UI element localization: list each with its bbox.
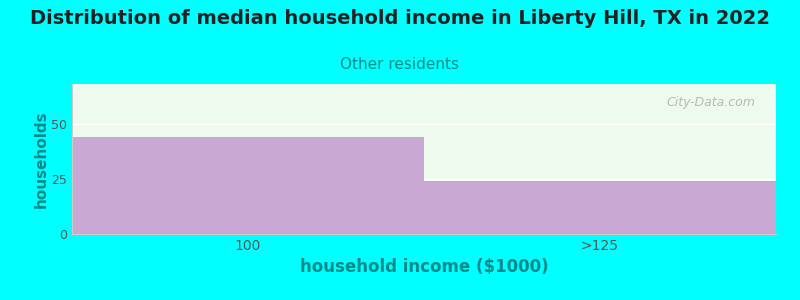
Bar xyxy=(424,181,776,234)
Bar xyxy=(72,137,424,234)
Y-axis label: households: households xyxy=(34,110,48,208)
Text: City-Data.com: City-Data.com xyxy=(666,96,755,109)
Text: Other residents: Other residents xyxy=(341,57,459,72)
Text: Distribution of median household income in Liberty Hill, TX in 2022: Distribution of median household income … xyxy=(30,9,770,28)
X-axis label: household income ($1000): household income ($1000) xyxy=(300,258,548,276)
